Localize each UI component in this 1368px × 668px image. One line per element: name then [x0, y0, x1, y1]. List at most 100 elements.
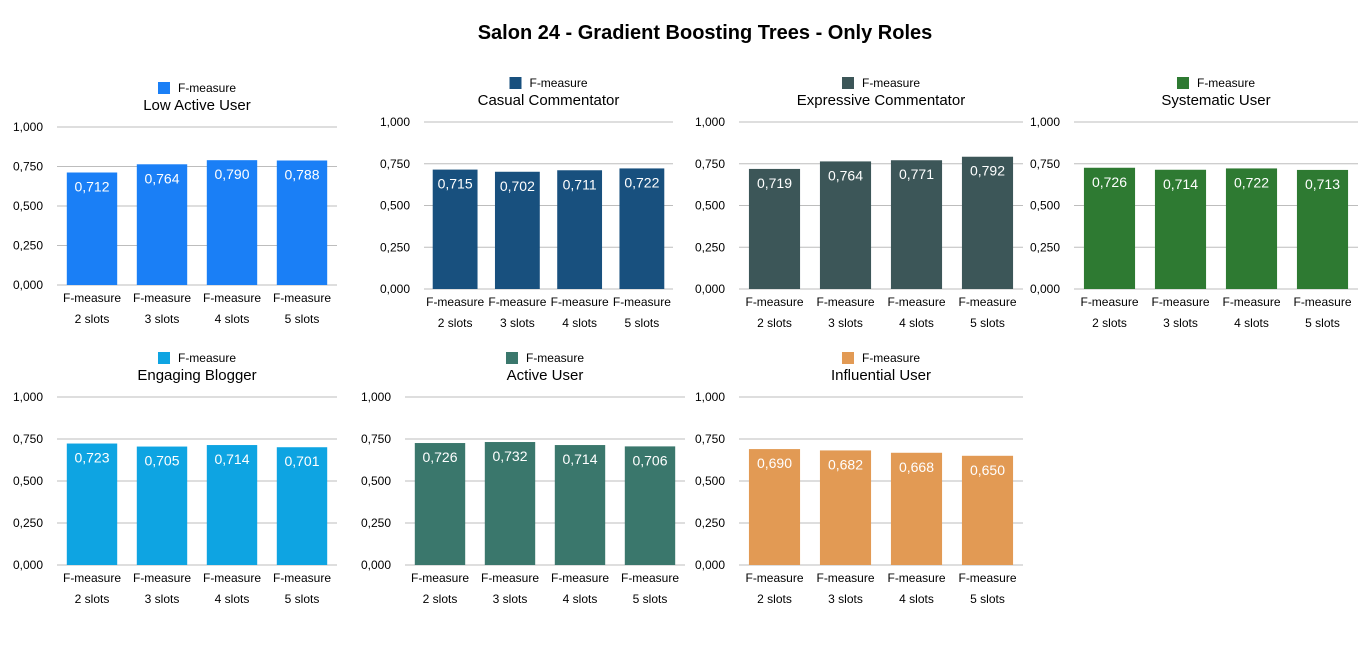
x-tick-label: F-measure — [133, 291, 191, 305]
legend-swatch — [841, 77, 854, 89]
bar — [890, 160, 943, 289]
y-tick-label: 0,750 — [13, 160, 43, 174]
x-tick-label: F-measure — [411, 571, 469, 585]
x-tick-label: 4 slots — [215, 312, 250, 326]
y-tick-label: 0,250 — [13, 239, 43, 253]
x-tick-label: F-measure — [1080, 295, 1138, 309]
y-tick-label: 1,000 — [695, 390, 725, 404]
chart-title: Low Active User — [143, 97, 251, 114]
y-tick-label: 0,000 — [380, 282, 410, 296]
x-tick-label: F-measure — [551, 295, 609, 309]
bar — [276, 447, 328, 565]
x-tick-label: F-measure — [63, 291, 121, 305]
x-tick-label: F-measure — [745, 571, 803, 585]
bar — [136, 446, 188, 565]
legend-label: F-measure — [1197, 76, 1255, 90]
data-label: 0,714 — [1163, 176, 1198, 192]
x-tick-label: 2 slots — [75, 592, 110, 606]
y-tick-label: 1,000 — [695, 115, 725, 129]
x-tick-label: 4 slots — [562, 316, 597, 330]
x-tick-label: F-measure — [958, 571, 1016, 585]
x-tick-label: F-measure — [551, 571, 609, 585]
x-tick-label: 2 slots — [75, 312, 110, 326]
bar — [624, 446, 676, 565]
y-tick-label: 1,000 — [361, 390, 391, 404]
legend: F-measure — [509, 76, 588, 90]
chart-title: Active User — [507, 367, 584, 384]
x-tick-label: F-measure — [887, 571, 945, 585]
legend: F-measure — [841, 351, 920, 365]
y-tick-label: 0,250 — [13, 516, 43, 530]
legend-swatch — [157, 82, 170, 94]
x-tick-label: 5 slots — [625, 316, 660, 330]
legend-swatch — [1176, 77, 1189, 89]
bar — [1225, 168, 1278, 289]
y-tick-label: 0,000 — [695, 558, 725, 572]
y-tick-label: 0,500 — [695, 474, 725, 488]
y-tick-label: 0,000 — [13, 558, 43, 572]
bar — [206, 160, 258, 285]
x-tick-label: 2 slots — [757, 592, 792, 606]
y-tick-label: 1,000 — [1030, 115, 1060, 129]
data-label: 0,712 — [74, 179, 109, 195]
legend-label: F-measure — [862, 351, 920, 365]
legend-label: F-measure — [529, 76, 587, 90]
bar — [961, 455, 1014, 565]
x-tick-label: F-measure — [621, 571, 679, 585]
bar — [136, 164, 188, 285]
data-label: 0,690 — [757, 455, 792, 471]
x-tick-label: F-measure — [133, 571, 191, 585]
bar — [206, 445, 258, 565]
bar — [276, 160, 328, 285]
y-tick-label: 0,750 — [380, 157, 410, 171]
y-tick-label: 0,250 — [695, 516, 725, 530]
data-label: 0,706 — [632, 452, 667, 468]
x-tick-label: 3 slots — [493, 592, 528, 606]
x-tick-label: F-measure — [816, 295, 874, 309]
bar — [619, 168, 665, 289]
chart-engaging-blogger: 0,000 0,250 0,500 0,750 1,000 0,723 F-measure 2… — [13, 351, 337, 606]
data-label: 0,701 — [284, 453, 319, 469]
x-tick-label: 3 slots — [1163, 316, 1198, 330]
data-label: 0,714 — [214, 451, 249, 467]
data-label: 0,702 — [500, 178, 535, 194]
y-tick-label: 0,500 — [695, 199, 725, 213]
bar — [1154, 169, 1207, 289]
data-label: 0,732 — [492, 448, 527, 464]
legend: F-measure — [1176, 76, 1255, 90]
bar — [748, 449, 801, 565]
legend: F-measure — [841, 76, 920, 90]
legend-swatch — [841, 352, 854, 364]
x-tick-label: 2 slots — [438, 316, 473, 330]
bar — [819, 450, 872, 565]
data-label: 0,668 — [899, 459, 934, 475]
bar — [819, 161, 872, 289]
bar — [748, 168, 801, 289]
x-tick-label: 5 slots — [285, 312, 320, 326]
x-tick-label: F-measure — [887, 295, 945, 309]
y-tick-label: 0,250 — [380, 240, 410, 254]
x-tick-label: 3 slots — [500, 316, 535, 330]
bar — [890, 452, 943, 565]
x-tick-label: 3 slots — [145, 592, 180, 606]
data-label: 0,726 — [1092, 174, 1127, 190]
x-tick-label: 4 slots — [563, 592, 598, 606]
chart-systematic-user: 0,000 0,250 0,500 0,750 1,000 0,726 F-measure 2… — [1030, 76, 1358, 330]
data-label: 0,790 — [214, 166, 249, 182]
legend: F-measure — [157, 351, 236, 365]
legend-label: F-measure — [862, 76, 920, 90]
data-label: 0,682 — [828, 456, 863, 472]
x-tick-label: 4 slots — [899, 316, 934, 330]
y-tick-label: 1,000 — [380, 115, 410, 129]
y-tick-label: 0,500 — [13, 474, 43, 488]
data-label: 0,714 — [562, 451, 597, 467]
bar — [484, 442, 536, 565]
legend-swatch — [157, 352, 170, 364]
x-tick-label: 2 slots — [423, 592, 458, 606]
y-tick-label: 0,500 — [361, 474, 391, 488]
y-tick-label: 0,250 — [1030, 240, 1060, 254]
x-tick-label: 3 slots — [828, 316, 863, 330]
data-label: 0,764 — [144, 170, 179, 186]
x-tick-label: 4 slots — [899, 592, 934, 606]
legend-label: F-measure — [526, 351, 584, 365]
